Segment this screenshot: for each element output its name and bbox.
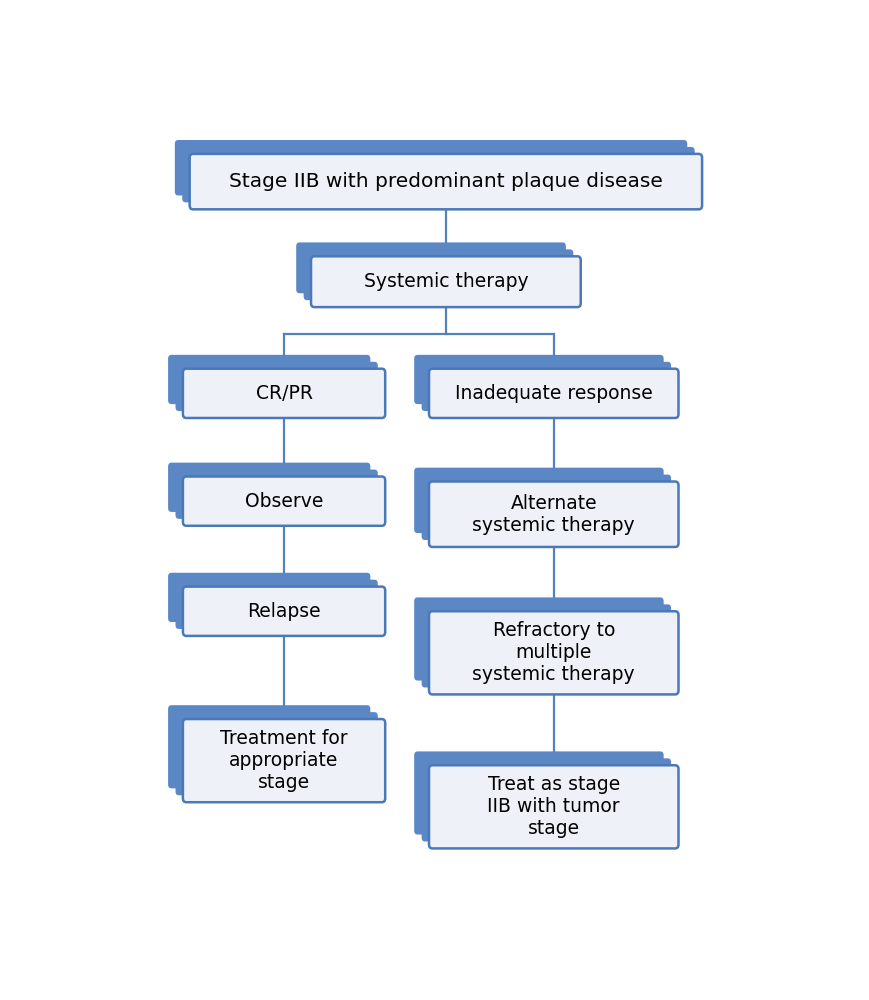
FancyBboxPatch shape	[428, 765, 678, 848]
FancyBboxPatch shape	[428, 482, 678, 547]
FancyBboxPatch shape	[176, 580, 377, 629]
FancyBboxPatch shape	[176, 470, 377, 519]
FancyBboxPatch shape	[428, 369, 678, 418]
FancyBboxPatch shape	[168, 355, 370, 404]
Text: Refractory to
multiple
systemic therapy: Refractory to multiple systemic therapy	[472, 621, 634, 684]
FancyBboxPatch shape	[168, 573, 370, 622]
FancyBboxPatch shape	[421, 475, 670, 540]
FancyBboxPatch shape	[421, 604, 670, 687]
Text: Inadequate response: Inadequate response	[454, 384, 652, 403]
FancyBboxPatch shape	[182, 147, 693, 202]
FancyBboxPatch shape	[414, 468, 663, 533]
FancyBboxPatch shape	[414, 751, 663, 835]
Text: Treat as stage
IIB with tumor
stage: Treat as stage IIB with tumor stage	[487, 775, 620, 838]
Text: Relapse: Relapse	[247, 602, 321, 621]
Text: Observe: Observe	[244, 492, 323, 511]
FancyBboxPatch shape	[182, 477, 385, 526]
FancyBboxPatch shape	[168, 463, 370, 512]
FancyBboxPatch shape	[414, 355, 663, 404]
FancyBboxPatch shape	[421, 758, 670, 841]
FancyBboxPatch shape	[182, 719, 385, 802]
Text: CR/PR: CR/PR	[255, 384, 312, 403]
FancyBboxPatch shape	[189, 154, 701, 209]
FancyBboxPatch shape	[295, 242, 565, 293]
FancyBboxPatch shape	[303, 249, 573, 300]
FancyBboxPatch shape	[414, 597, 663, 681]
FancyBboxPatch shape	[168, 705, 370, 788]
Text: Alternate
systemic therapy: Alternate systemic therapy	[472, 494, 634, 535]
FancyBboxPatch shape	[428, 611, 678, 694]
Text: Stage IIB with predominant plaque disease: Stage IIB with predominant plaque diseas…	[229, 172, 662, 191]
Text: Systemic therapy: Systemic therapy	[363, 272, 527, 291]
FancyBboxPatch shape	[175, 140, 687, 195]
FancyBboxPatch shape	[311, 256, 580, 307]
FancyBboxPatch shape	[176, 712, 377, 795]
Text: Treatment for
appropriate
stage: Treatment for appropriate stage	[220, 729, 348, 792]
FancyBboxPatch shape	[182, 369, 385, 418]
FancyBboxPatch shape	[176, 362, 377, 411]
FancyBboxPatch shape	[182, 587, 385, 636]
FancyBboxPatch shape	[421, 362, 670, 411]
